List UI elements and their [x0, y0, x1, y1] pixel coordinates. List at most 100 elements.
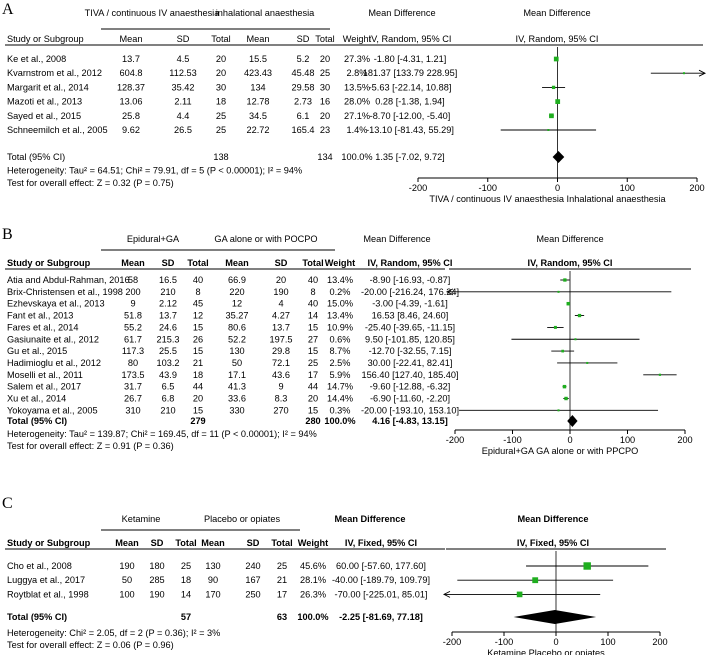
- panel-b-total-label: Total (95% CI): [7, 416, 67, 426]
- panel-b-row-11-sd2: 270: [273, 405, 288, 415]
- panel-a-row-0-weight: 27.3%: [344, 54, 370, 64]
- panel-b-row-9-ci: -9.60 [-12.88, -6.32]: [370, 382, 451, 392]
- panel-a-row-4-total1: 25: [216, 111, 226, 121]
- panel-c-row-0-mean1: 190: [119, 561, 134, 571]
- panel-b-row-0-mean2: 66.9: [228, 275, 246, 285]
- panel-c-tick-label-1: -100: [495, 637, 513, 647]
- panel-c-row-1-weight: 28.1%: [300, 575, 326, 585]
- panel-b-row-5-mean1: 61.7: [124, 334, 142, 344]
- panel-b-row-9-study: Salem et al., 2017: [7, 382, 81, 392]
- panel-a-row-5-total1: 25: [216, 125, 226, 135]
- panel-b-row-4-ci: -25.40 [-39.65, -11.15]: [365, 322, 455, 332]
- panel-c-total-weight: 100.0%: [297, 612, 328, 622]
- panel-b-row-1-sd1: 210: [160, 287, 175, 297]
- panel-b-row-8-sd2: 43.6: [272, 370, 290, 380]
- panel-b-row-6-study: Gu et al., 2015: [7, 346, 67, 356]
- panel-b-row-1-weight: 0.2%: [330, 287, 351, 297]
- panel-b-row-7-weight: 2.5%: [330, 358, 351, 368]
- panel-c-row-2-ci-arrow-left: [442, 590, 451, 598]
- panel-a-row-3-mean2: 12.78: [247, 97, 270, 107]
- panel-b-row-0-total2: 40: [308, 275, 318, 285]
- panel-b-row-3-mean2: 35.27: [226, 311, 249, 321]
- panel-c-col-header-3: Total: [175, 538, 196, 548]
- panel-a-row-1-sd2: 45.48: [292, 68, 315, 78]
- panel-a-row-3-total2: 16: [320, 97, 330, 107]
- panel-c-row-0-total1: 25: [181, 561, 191, 571]
- panel-a-row-5-sd2: 165.4: [292, 125, 315, 135]
- panel-b-row-7-effect-square: [586, 361, 589, 364]
- panel-c-col-header-2: SD: [151, 538, 164, 548]
- panel-a-row-0-mean1: 13.7: [122, 54, 140, 64]
- panel-a-tick-label-4: 200: [689, 183, 704, 193]
- panel-b-row-5-sd1: 215.3: [157, 334, 180, 344]
- panel-b-tick-label-3: 100: [620, 435, 635, 445]
- panel-c-row-0-weight: 45.6%: [300, 561, 326, 571]
- panel-a-row-0-total2: 20: [320, 54, 330, 64]
- panel-a-row-4-sd2: 6.1: [297, 111, 310, 121]
- panel-b-row-1-ci-arrow-left: [445, 288, 454, 296]
- panel-b-row-7-sd1: 103.2: [157, 358, 180, 368]
- panel-c-row-2-total2: 17: [277, 589, 287, 599]
- panel-a-total-diamond: [552, 151, 565, 163]
- panel-c-row-0-total2: 25: [277, 561, 287, 571]
- panel-b-row-4-weight: 10.9%: [327, 322, 353, 332]
- panel-a-row-2-effect-square: [551, 85, 556, 90]
- panel-a-col-header-5: SD: [297, 34, 310, 44]
- panel-b-row-10-study: Xu et al., 2014: [7, 394, 66, 404]
- panel-b-row-2-total2: 40: [308, 299, 318, 309]
- panel-c-col-header-6: Total: [271, 538, 292, 548]
- panel-a-tick-label-1: -100: [479, 183, 497, 193]
- panel-c-row-2-sd1: 190: [149, 589, 164, 599]
- panel-a-favours-label: TIVA / continuous IV anaesthesia Inhalat…: [429, 194, 666, 204]
- panel-b-row-8-mean2: 17.1: [228, 370, 246, 380]
- panel-a-row-5-ci: -13.10 [-81.43, 55.29]: [366, 125, 454, 135]
- panel-b-total-diamond: [567, 415, 578, 427]
- panel-c-tick-label-3: 100: [600, 637, 615, 647]
- panel-b-row-8-mean1: 173.5: [122, 370, 145, 380]
- panel-b-row-3-ci: 16.53 [8.46, 24.60]: [372, 311, 449, 321]
- panel-b-tick-label-0: -200: [446, 435, 464, 445]
- panel-b-row-0-sd1: 16.5: [159, 275, 177, 285]
- panel-a-total-ci: 1.35 [-7.02, 9.72]: [375, 152, 444, 162]
- panel-b-row-11-effect-square: [557, 409, 560, 412]
- panel-a-col-header-0: Study or Subgroup: [7, 34, 84, 44]
- panel-b-col-header-7: Weight: [325, 258, 355, 268]
- panel-b-row-8-study: Moselli et al., 2011: [7, 370, 83, 380]
- panel-a-row-0-study: Ke et al., 2008: [7, 54, 66, 64]
- panel-b-row-3-effect-square: [577, 313, 582, 318]
- panel-b-row-9-effect-square: [562, 384, 567, 389]
- panel-b-row-8-total1: 18: [193, 370, 203, 380]
- panel-b-tick-label-1: -100: [503, 435, 521, 445]
- panel-a-col-header-4: Mean: [247, 34, 270, 44]
- panel-b-row-4-mean2: 80.6: [228, 322, 246, 332]
- panel-b-row-0-ci: -8.90 [-16.93, -0.87]: [370, 275, 451, 285]
- panel-b-row-11-study: Yokoyama et al., 2005: [7, 405, 98, 415]
- panel-b-row-3-sd1: 13.7: [159, 311, 177, 321]
- panel-b-row-11-sd1: 210: [160, 405, 175, 415]
- panel-b-overall-effect: Test for overall effect: Z = 0.91 (P = 0…: [7, 441, 174, 451]
- panel-c-row-1-sd2: 167: [245, 575, 260, 585]
- panel-b-row-3-study: Fant et al., 2013: [7, 311, 73, 321]
- panel-b-row-3-total2: 14: [308, 311, 318, 321]
- panel-a-row-3-total1: 18: [216, 97, 226, 107]
- panel-a-col-header-1: Mean: [120, 34, 143, 44]
- panel-a-total-n1: 138: [213, 152, 228, 162]
- panel-b-row-11-ci: -20.00 [-193.10, 153.10]: [361, 405, 459, 415]
- panel-a-row-5-total2: 23: [320, 125, 330, 135]
- panel-c-row-2-ci: -70.00 [-225.01, 85.01]: [335, 589, 428, 599]
- panel-c-col-header-5: SD: [247, 538, 260, 548]
- panel-b-row-11-mean2: 330: [229, 405, 244, 415]
- panel-a-tick-label-3: 100: [620, 183, 635, 193]
- panel-a-row-1-ci: 181.37 [133.79 228.95]: [363, 68, 458, 78]
- panel-a-row-0-mean2: 15.5: [249, 54, 267, 64]
- panel-c-row-2-mean1: 100: [119, 589, 134, 599]
- panel-a-exp-group-label: TIVA / continuous IV anaesthesia: [85, 8, 221, 18]
- panel-a-row-5-weight: 1.4%: [347, 125, 368, 135]
- panel-a-row-1-effect-square: [683, 72, 686, 75]
- panel-a-row-1-total1: 20: [216, 68, 226, 78]
- panel-a-row-3-effect-square: [555, 99, 561, 104]
- panel-b-col-header-2: SD: [162, 258, 175, 268]
- panel-a-tick-label-0: -200: [409, 183, 427, 193]
- panel-a-fig-md-label: Mean Difference: [523, 8, 590, 18]
- panel-b-ctl-group-label: GA alone or with POCPO: [214, 234, 317, 244]
